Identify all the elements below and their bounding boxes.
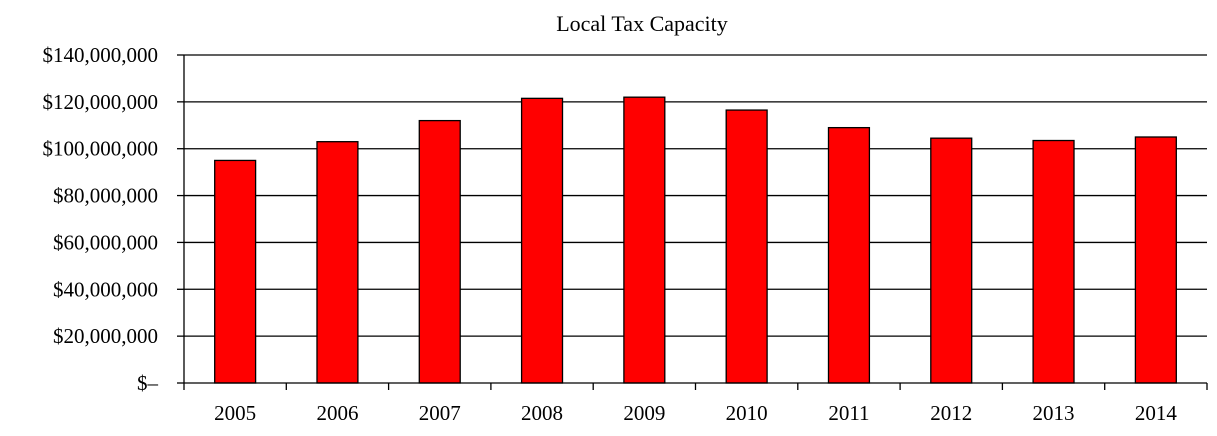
y-tick-label: $120,000,000 <box>43 90 159 114</box>
chart-title: Local Tax Capacity <box>556 11 728 36</box>
x-tick-label: 2011 <box>828 401 869 425</box>
bar-2008 <box>520 97 564 384</box>
x-tick-label: 2012 <box>930 401 972 425</box>
bar-2014 <box>1134 136 1177 384</box>
tick-labels: $– $20,000,000 $40,000,000 $60,000,000 $80,0… <box>43 43 1178 425</box>
bar-2009 <box>623 96 666 384</box>
x-tick-label: 2007 <box>419 401 461 425</box>
bar-2006 <box>316 141 359 384</box>
axes <box>177 54 1208 390</box>
bar-2007 <box>418 119 461 384</box>
y-tick-label: $60,000,000 <box>53 230 158 254</box>
x-tick-label: 2010 <box>726 401 768 425</box>
x-tick-label: 2008 <box>521 401 563 425</box>
y-tick-label: $40,000,000 <box>53 277 158 301</box>
bar-2010 <box>725 109 768 384</box>
bar-2012 <box>930 137 973 384</box>
y-tick-label: $140,000,000 <box>43 43 159 67</box>
bar-2013 <box>1032 139 1075 384</box>
y-tick-label: $80,000,000 <box>53 184 158 208</box>
bar-2011 <box>827 126 871 384</box>
x-tick-label: 2014 <box>1135 401 1178 425</box>
y-tick-label: $100,000,000 <box>43 137 159 161</box>
bars <box>214 96 1177 384</box>
x-tick-label: 2009 <box>623 401 665 425</box>
y-tick-label: $– <box>137 371 159 395</box>
bar-2005 <box>214 159 257 384</box>
x-tick-label: 2006 <box>316 401 358 425</box>
y-tick-label: $20,000,000 <box>53 324 158 348</box>
x-tick-label: 2005 <box>214 401 256 425</box>
x-tick-label: 2013 <box>1033 401 1075 425</box>
